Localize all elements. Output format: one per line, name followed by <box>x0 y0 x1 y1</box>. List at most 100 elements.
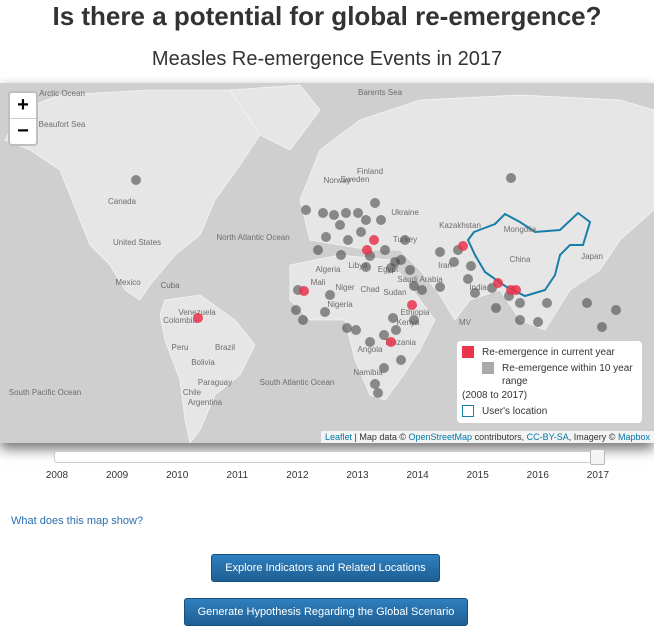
event-marker <box>417 285 427 295</box>
legend-note: (2008 to 2017) <box>462 390 528 401</box>
event-marker <box>313 245 323 255</box>
map-label: Sudan <box>383 288 406 297</box>
legend-label: User's location <box>482 406 548 417</box>
event-marker <box>409 281 419 291</box>
event-marker <box>343 235 353 245</box>
legend-label: Re-emergence within 10 year range <box>502 363 633 387</box>
event-marker <box>298 315 308 325</box>
event-marker <box>321 232 331 242</box>
map-label: Barents Sea <box>358 88 403 97</box>
user-location <box>466 211 592 298</box>
attribution: Leaflet | Map data © OpenStreetMap contr… <box>320 431 654 443</box>
zoom-in[interactable]: + <box>10 93 36 119</box>
year-label: 2012 <box>286 470 309 481</box>
map-label: Arctic Ocean <box>39 89 85 98</box>
map-label: China <box>510 255 531 264</box>
map-label: Kazakhstan <box>439 221 481 230</box>
event-marker <box>291 305 301 315</box>
event-marker <box>361 215 371 225</box>
event-marker <box>356 227 366 237</box>
year-label: 2009 <box>105 470 129 481</box>
event-marker <box>506 173 516 183</box>
attribution-link[interactable]: Mapbox <box>617 432 650 442</box>
map-label: Chile <box>183 388 202 397</box>
map-label: Venezuela <box>178 308 216 317</box>
attribution-text: contributors, <box>474 432 525 442</box>
map-label: India <box>469 283 487 292</box>
event-marker <box>466 261 476 271</box>
map-label: Paraguay <box>198 378 232 387</box>
attribution-text: , Imagery © <box>568 432 616 442</box>
map-label: Niger <box>335 283 354 292</box>
event-marker <box>388 313 398 323</box>
event-marker <box>391 325 401 335</box>
event-marker <box>582 298 592 308</box>
current-event-marker <box>493 278 503 288</box>
attribution-link[interactable]: CC-BY-SA <box>526 432 569 442</box>
map-label: United States <box>113 238 161 247</box>
help-link[interactable]: What does this map show? <box>11 515 144 527</box>
map-label: Kenya <box>397 318 420 327</box>
legend-swatch <box>482 362 494 374</box>
button[interactable]: Explore Indicators and Related Locations <box>211 554 440 582</box>
land <box>229 84 321 151</box>
event-marker <box>515 315 525 325</box>
button[interactable]: Generate Hypothesis Regarding the Global… <box>184 598 468 626</box>
current-event-marker <box>386 337 396 347</box>
event-marker <box>370 379 380 389</box>
event-marker <box>449 257 459 267</box>
map-label: Finland <box>357 167 383 176</box>
map-label: Bolivia <box>191 358 215 367</box>
legend-row: User's location <box>462 405 637 418</box>
attribution-link[interactable]: Leaflet <box>324 432 352 442</box>
event-marker <box>435 247 445 257</box>
event-marker <box>463 274 473 284</box>
map-label: Brazil <box>215 343 235 352</box>
year-label: 2013 <box>346 470 369 481</box>
map-label: Norway <box>323 176 350 185</box>
map-label: Nigeria <box>327 300 353 309</box>
slider-handle[interactable] <box>590 449 605 465</box>
year-label: 2014 <box>406 470 429 481</box>
year-label: 2017 <box>586 470 610 481</box>
map-label: Ukraine <box>391 208 419 217</box>
event-marker <box>611 305 621 315</box>
year-label: 2011 <box>226 470 249 481</box>
land <box>159 294 256 443</box>
current-event-marker <box>407 300 417 310</box>
year-slider[interactable] <box>54 451 605 463</box>
year-label: 2010 <box>166 470 189 481</box>
attribution-link[interactable]: OpenStreetMap <box>408 432 473 442</box>
map-label: Mexico <box>115 278 141 287</box>
map-label: Mali <box>311 278 326 287</box>
map-label: South Atlantic Ocean <box>260 378 335 387</box>
event-marker <box>301 205 311 215</box>
map-label: Peru <box>172 343 189 352</box>
map-label: Algeria <box>316 265 341 274</box>
map-label: Canada <box>108 197 137 206</box>
event-marker <box>370 198 380 208</box>
event-marker <box>542 298 552 308</box>
map-label: Saudi Arabia <box>397 275 443 284</box>
event-marker <box>380 245 390 255</box>
map-title: Measles Re-emergence Events in 2017 <box>151 48 503 70</box>
current-event-marker <box>458 241 468 251</box>
map[interactable]: Arctic Ocean Beaufort Sea Barents Sea Canad… <box>0 83 654 443</box>
legend: Re-emergence in current year Re-emergenc… <box>457 341 642 423</box>
zoom-out[interactable]: − <box>17 120 29 142</box>
event-marker <box>342 323 352 333</box>
event-marker <box>379 363 389 373</box>
event-marker <box>396 355 406 365</box>
event-marker <box>533 317 543 327</box>
attribution-text: | Map data © <box>354 432 406 442</box>
current-event-marker <box>369 235 379 245</box>
event-marker <box>515 298 525 308</box>
event-marker <box>396 255 406 265</box>
map-label: Japan <box>581 252 603 261</box>
map-label: Namibia <box>353 368 383 377</box>
legend-swatch <box>462 405 474 417</box>
event-marker <box>376 215 386 225</box>
event-marker <box>131 175 141 185</box>
year-label: 2016 <box>526 470 549 481</box>
